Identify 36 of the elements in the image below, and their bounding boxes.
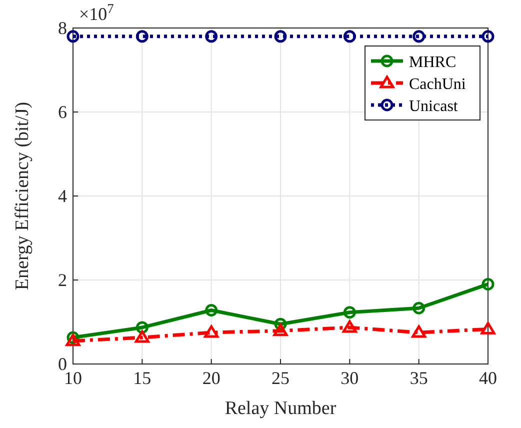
y-axis-title: Energy Efficiency (bit/J) bbox=[12, 102, 33, 290]
x-tick-label: 20 bbox=[202, 368, 220, 388]
point bbox=[343, 306, 356, 319]
x-tick-label: 35 bbox=[410, 368, 428, 388]
x-tick-label: 25 bbox=[272, 368, 290, 388]
x-tick-label: 10 bbox=[64, 368, 82, 388]
point bbox=[273, 324, 288, 336]
y-tick-label: 2 bbox=[58, 270, 67, 290]
y-tick-label: 6 bbox=[58, 102, 67, 122]
x-axis-title: Relay Number bbox=[224, 398, 337, 419]
x-tick-label: 30 bbox=[340, 368, 359, 388]
point bbox=[134, 330, 150, 343]
point bbox=[274, 30, 287, 43]
point bbox=[205, 304, 218, 316]
point bbox=[482, 30, 494, 43]
point bbox=[480, 322, 496, 334]
point bbox=[66, 334, 80, 346]
x-tick-label: 15 bbox=[133, 368, 152, 388]
y-tick-label: 0 bbox=[58, 354, 67, 374]
y-tick-label: 8 bbox=[58, 18, 67, 38]
legend-label: Unicast bbox=[409, 98, 458, 115]
point bbox=[343, 30, 356, 43]
point bbox=[205, 30, 218, 43]
legend-label: MHRC bbox=[409, 54, 456, 71]
point bbox=[342, 320, 357, 333]
point bbox=[136, 30, 148, 43]
point bbox=[412, 302, 426, 314]
text: ×10$^{7}$ bbox=[79, 0, 114, 24]
point bbox=[412, 325, 426, 338]
y-tick-label: 4 bbox=[58, 186, 67, 206]
x-tick-label: 40 bbox=[479, 368, 497, 388]
point bbox=[66, 30, 80, 43]
legend-label: CachUni bbox=[409, 76, 466, 93]
point bbox=[482, 278, 494, 290]
point bbox=[204, 325, 219, 338]
point bbox=[412, 30, 426, 43]
